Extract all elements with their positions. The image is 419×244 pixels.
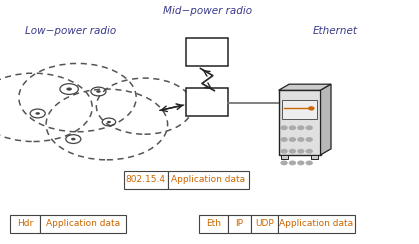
Circle shape <box>306 150 312 153</box>
Circle shape <box>290 126 295 130</box>
Circle shape <box>309 107 314 110</box>
FancyBboxPatch shape <box>124 171 168 189</box>
Circle shape <box>281 161 287 165</box>
FancyBboxPatch shape <box>282 100 317 119</box>
Circle shape <box>281 150 287 153</box>
Circle shape <box>290 150 295 153</box>
Text: Mid−power radio: Mid−power radio <box>163 6 252 16</box>
Circle shape <box>298 138 304 141</box>
Polygon shape <box>321 84 331 155</box>
Circle shape <box>306 138 312 141</box>
Circle shape <box>298 161 304 165</box>
Text: Eth: Eth <box>206 219 221 228</box>
Circle shape <box>107 121 111 123</box>
Text: Low−power radio: Low−power radio <box>25 26 116 36</box>
FancyBboxPatch shape <box>281 155 288 159</box>
Circle shape <box>36 112 40 115</box>
FancyBboxPatch shape <box>186 38 228 66</box>
Circle shape <box>71 138 75 140</box>
Circle shape <box>281 126 287 130</box>
FancyBboxPatch shape <box>186 88 228 116</box>
FancyBboxPatch shape <box>10 215 40 233</box>
FancyBboxPatch shape <box>279 90 321 155</box>
Circle shape <box>281 138 287 141</box>
Text: 802.15.4: 802.15.4 <box>126 175 166 184</box>
Circle shape <box>306 126 312 130</box>
Circle shape <box>306 161 312 165</box>
Polygon shape <box>279 84 331 90</box>
Circle shape <box>290 161 295 165</box>
Text: Application data: Application data <box>46 219 120 228</box>
Text: Hdr: Hdr <box>17 219 33 228</box>
Text: Application data: Application data <box>279 219 354 228</box>
FancyBboxPatch shape <box>311 155 318 159</box>
FancyBboxPatch shape <box>199 215 228 233</box>
Text: UDP: UDP <box>255 219 274 228</box>
Text: Ethernet: Ethernet <box>313 26 358 36</box>
FancyBboxPatch shape <box>168 171 249 189</box>
FancyBboxPatch shape <box>228 215 251 233</box>
Circle shape <box>290 138 295 141</box>
FancyBboxPatch shape <box>278 215 355 233</box>
Circle shape <box>298 150 304 153</box>
Circle shape <box>298 126 304 130</box>
Text: IP: IP <box>235 219 243 228</box>
Text: Application data: Application data <box>171 175 246 184</box>
FancyBboxPatch shape <box>40 215 126 233</box>
Circle shape <box>96 90 101 93</box>
FancyBboxPatch shape <box>251 215 278 233</box>
Circle shape <box>66 87 72 91</box>
